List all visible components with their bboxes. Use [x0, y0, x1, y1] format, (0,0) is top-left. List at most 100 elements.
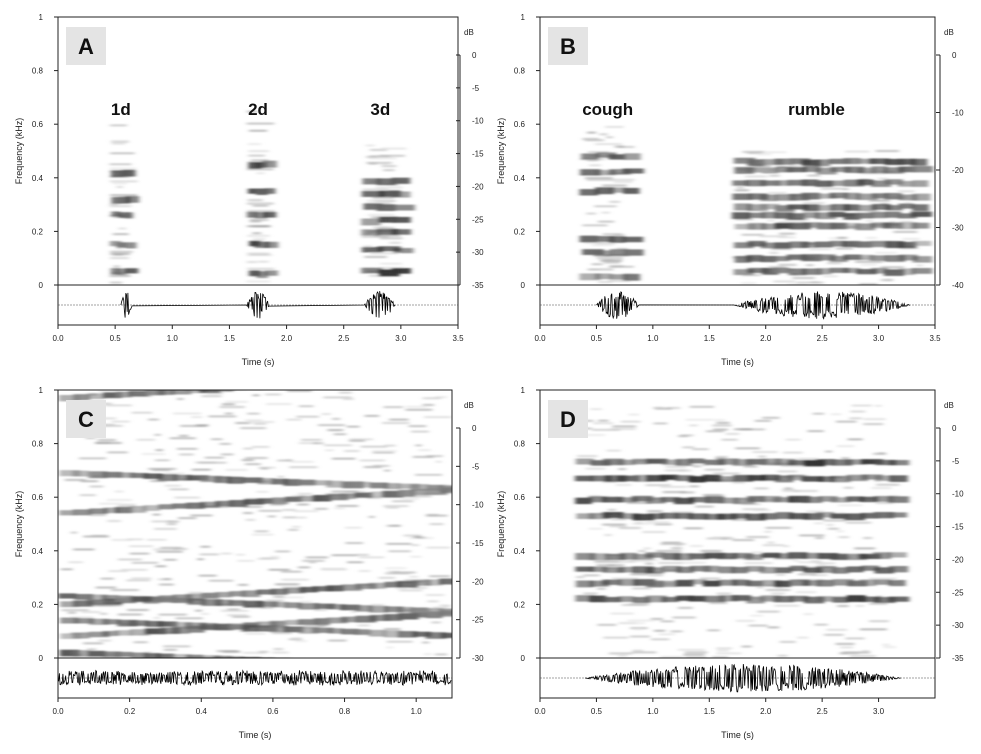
- y-tick-label: 1: [39, 386, 44, 395]
- panel-a: 0.0 0.5 1.0 1.5 2.0 2.5 3.0 3.5 Time (s) 0 0.2 0.4 0…: [14, 13, 484, 367]
- colorbar-label: dB: [464, 28, 474, 37]
- plot-frame: [57, 16, 459, 326]
- spectrogram-energy: [579, 125, 934, 285]
- panel-label-box: [66, 27, 106, 65]
- panel-label-box: [548, 27, 588, 65]
- x-tick-label: 3.5: [929, 334, 941, 343]
- x-tick-label: 3.0: [873, 707, 885, 716]
- x-axis-label: Time (s): [721, 357, 754, 367]
- call-annotation: cough: [582, 100, 633, 119]
- colorbar-tick-label: -20: [952, 555, 964, 564]
- y-tick-label: 0.4: [32, 174, 44, 183]
- x-tick-label: 0.0: [52, 334, 64, 343]
- y-axis-label: Frequency (kHz): [14, 118, 24, 185]
- colorbar-tick-label: -10: [472, 117, 484, 126]
- panel-d: 0.0 0.5 1.0 1.5 2.0 2.5 3.0 Time (s) 0 0.2 0.4 0.6 0…: [496, 386, 964, 740]
- colorbar-tick-label: -30: [952, 621, 964, 630]
- y-tick-label: 0.8: [32, 440, 44, 449]
- y-tick-label: 1: [521, 386, 526, 395]
- x-axis-label: Time (s): [239, 730, 272, 740]
- colorbar-tick-label: -10: [952, 490, 964, 499]
- colorbar-tick-label: -25: [472, 616, 484, 625]
- waveform-trace: [120, 291, 396, 319]
- colorbar-tick-label: -20: [472, 577, 484, 586]
- colorbar-tick-label: -5: [472, 462, 480, 471]
- y-tick-label: 0.6: [514, 120, 526, 129]
- x-tick-label: 3.0: [395, 334, 407, 343]
- y-tick-label: 0.2: [514, 600, 526, 609]
- spectrogram-energy: [574, 404, 910, 658]
- panel-label: A: [78, 34, 94, 59]
- colorbar-label: dB: [944, 401, 954, 410]
- panel-label: C: [78, 407, 94, 432]
- x-tick-label: 0.6: [267, 707, 279, 716]
- x-tick-label: 0.5: [110, 334, 122, 343]
- y-tick-label: 0.2: [514, 227, 526, 236]
- y-tick-label: 0: [521, 654, 526, 663]
- y-tick-label: 0.6: [514, 493, 526, 502]
- x-tick-label: 1.0: [411, 707, 423, 716]
- panel-label-box: [548, 400, 588, 438]
- x-tick-label: 0.2: [124, 707, 136, 716]
- y-tick-label: 0.6: [32, 120, 44, 129]
- x-tick-label: 0.0: [52, 707, 64, 716]
- colorbar-tick-label: -10: [952, 109, 964, 118]
- colorbar-tick-label: -5: [952, 457, 960, 466]
- x-tick-label: 2.0: [281, 334, 293, 343]
- y-tick-label: 0: [521, 281, 526, 290]
- panel-c: 0.0 0.2 0.4 0.6 0.8 1.0 Time (s) 0 0.2 0.4 0.6 0.8 1…: [14, 386, 484, 740]
- x-tick-label: 2.5: [338, 334, 350, 343]
- y-axis-label: Frequency (kHz): [496, 491, 506, 558]
- plot-frame: [57, 389, 453, 699]
- x-tick-label: 1.0: [167, 334, 179, 343]
- waveform-trace: [585, 663, 901, 693]
- y-tick-label: 0.8: [514, 440, 526, 449]
- x-tick-label: 2.0: [760, 334, 772, 343]
- colorbar-tick-label: -35: [952, 654, 964, 663]
- colorbar-tick-label: -10: [472, 501, 484, 510]
- colorbar-tick-label: -20: [952, 166, 964, 175]
- x-tick-label: 1.0: [647, 334, 659, 343]
- colorbar-tick-label: -15: [952, 523, 964, 532]
- y-tick-label: 1: [39, 13, 44, 22]
- x-tick-label: 0.0: [534, 707, 546, 716]
- y-tick-label: 0.4: [32, 547, 44, 556]
- colorbar-tick-label: 0: [952, 51, 957, 60]
- x-tick-label: 2.5: [817, 334, 829, 343]
- y-tick-label: 0: [39, 281, 44, 290]
- y-tick-label: 1: [521, 13, 526, 22]
- y-tick-label: 0.8: [32, 67, 44, 76]
- colorbar-tick-label: -30: [952, 224, 964, 233]
- colorbar-tick-label: -20: [472, 182, 484, 191]
- panel-b: 0.0 0.5 1.0 1.5 2.0 2.5 3.0 3.5 Time (s) 0 0.2 0.4 0…: [496, 13, 964, 367]
- panel-label: B: [560, 34, 576, 59]
- x-tick-label: 3.0: [873, 334, 885, 343]
- y-tick-label: 0.2: [32, 600, 44, 609]
- spectrogram-energy: [58, 390, 452, 658]
- colorbar-tick-label: -30: [472, 248, 484, 257]
- x-tick-label: 0.0: [534, 334, 546, 343]
- y-tick-label: 0: [39, 654, 44, 663]
- x-tick-label: 0.5: [591, 707, 603, 716]
- colorbar-tick-label: -25: [952, 588, 964, 597]
- x-tick-label: 1.5: [704, 334, 716, 343]
- x-tick-label: 2.0: [760, 707, 772, 716]
- spectrogram-energy: [109, 110, 415, 284]
- y-tick-label: 0.8: [514, 67, 526, 76]
- colorbar-tick-label: -35: [472, 281, 484, 290]
- x-tick-label: 1.5: [704, 707, 716, 716]
- call-annotation: 1d: [111, 100, 131, 119]
- y-axis-label: Frequency (kHz): [496, 118, 506, 185]
- colorbar-label: dB: [944, 28, 954, 37]
- call-annotation: rumble: [788, 100, 845, 119]
- colorbar-tick-label: -30: [472, 654, 484, 663]
- x-tick-label: 0.5: [591, 334, 603, 343]
- colorbar-tick-label: -15: [472, 150, 484, 159]
- plot-frame: [539, 16, 936, 326]
- colorbar-tick-label: -40: [952, 281, 964, 290]
- x-axis-label: Time (s): [721, 730, 754, 740]
- panel-label: D: [560, 407, 576, 432]
- panel-label-box: [66, 400, 106, 438]
- call-annotation: 3d: [370, 100, 390, 119]
